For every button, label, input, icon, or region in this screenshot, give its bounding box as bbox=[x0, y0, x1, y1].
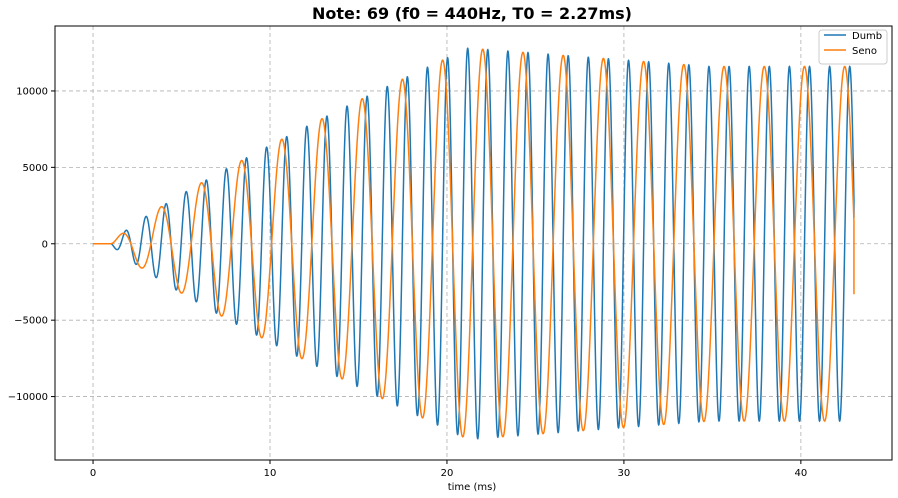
y-tick-label: −10000 bbox=[8, 392, 48, 403]
y-tick-label: 0 bbox=[42, 239, 48, 250]
y-axis: 10000 5000 0 −5000 −10000 bbox=[8, 86, 55, 403]
x-axis-label: time (ms) bbox=[448, 482, 497, 493]
series-line-seno bbox=[93, 48, 855, 438]
x-tick-label: 40 bbox=[795, 468, 808, 479]
x-tick-label: 10 bbox=[264, 468, 277, 479]
chart-title: Note: 69 (f0 = 440Hz, T0 = 2.27ms) bbox=[312, 4, 632, 23]
plot-series bbox=[93, 47, 855, 440]
x-tick-label: 0 bbox=[90, 468, 96, 479]
y-tick-label: −5000 bbox=[14, 316, 48, 327]
x-tick-label: 20 bbox=[441, 468, 454, 479]
x-axis: 0 10 20 30 40 bbox=[90, 460, 807, 479]
legend-box bbox=[818, 29, 888, 65]
x-tick-label: 30 bbox=[618, 468, 631, 479]
legend-label-dumb: Dumb bbox=[852, 31, 882, 42]
legend-label-seno: Seno bbox=[852, 46, 877, 57]
legend: Dumb Seno bbox=[818, 29, 888, 65]
plot-frame bbox=[54, 25, 893, 461]
y-tick-label: 10000 bbox=[16, 86, 48, 97]
y-tick-label: 5000 bbox=[23, 163, 48, 174]
